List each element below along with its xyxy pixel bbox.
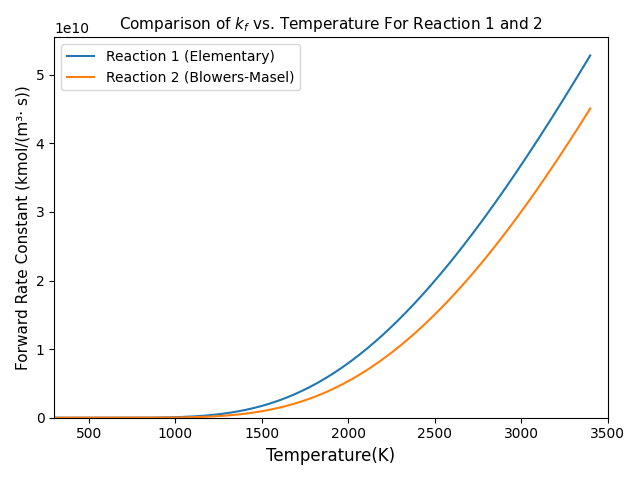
Reaction 1 (Elementary) xyxy=(419,292,426,298)
Reaction 1 (Elementary) xyxy=(267,400,275,406)
Title: Comparison of $k_f$ vs. Temperature For Reaction 1 and 2: Comparison of $k_f$ vs. Temperature For … xyxy=(119,15,543,34)
Reaction 2 (Blowers-Masel) xyxy=(468,271,476,277)
Reaction 2 (Blowers-Masel) xyxy=(586,106,594,111)
Reaction 1 (Elementary) xyxy=(287,393,294,399)
Reaction 2 (Blowers-Masel) xyxy=(419,324,426,329)
Reaction 1 (Elementary) xyxy=(105,415,113,420)
Reaction 1 (Elementary) xyxy=(468,231,476,237)
Reaction 1 (Elementary) xyxy=(478,218,486,224)
Line: Reaction 1 (Elementary): Reaction 1 (Elementary) xyxy=(54,56,590,418)
Y-axis label: Forward Rate Constant (kmol/(m³· s)): Forward Rate Constant (kmol/(m³· s)) xyxy=(15,85,30,370)
Legend: Reaction 1 (Elementary), Reaction 2 (Blowers-Masel): Reaction 1 (Elementary), Reaction 2 (Blo… xyxy=(61,44,300,90)
X-axis label: Temperature(K): Temperature(K) xyxy=(266,447,396,465)
Reaction 2 (Blowers-Masel) xyxy=(267,407,275,412)
Reaction 2 (Blowers-Masel) xyxy=(105,415,113,420)
Reaction 1 (Elementary) xyxy=(586,53,594,59)
Reaction 2 (Blowers-Masel) xyxy=(287,402,294,408)
Line: Reaction 2 (Blowers-Masel): Reaction 2 (Blowers-Masel) xyxy=(54,108,590,418)
Reaction 2 (Blowers-Masel) xyxy=(51,415,58,420)
Reaction 2 (Blowers-Masel) xyxy=(478,260,486,265)
Reaction 1 (Elementary) xyxy=(51,415,58,420)
